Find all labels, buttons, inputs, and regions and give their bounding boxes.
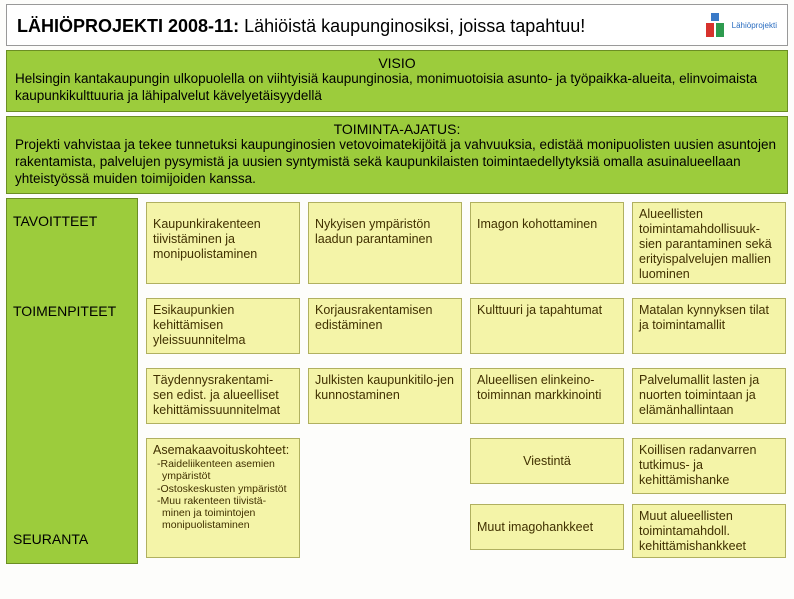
action-c2-r1: Alueellisen elinkeino-toiminnan markkino… xyxy=(470,368,624,424)
action-c1-r1: Julkisten kaupunkitilo-jen kunnostaminen xyxy=(308,368,462,424)
toiminta-body: Projekti vahvistaa ja tekee tunnetuksi k… xyxy=(15,137,779,188)
action-c0-asema: Asemakaavoituskohteet: -Raideliikenteen … xyxy=(146,438,300,558)
goal-cell-0: Kaupunkirakenteen tiivistäminen ja monip… xyxy=(146,202,300,284)
action-c3-r1: Palvelumallit lasten ja nuorten toiminta… xyxy=(632,368,786,424)
visio-title: VISIO xyxy=(15,55,779,71)
action-c2-r0: Kulttuuri ja tapahtumat xyxy=(470,298,624,354)
action-c3-r3: Muut alueellisten toimintamahdoll. kehit… xyxy=(632,504,786,558)
asema-b2: -Muu rakenteen tiivistä- minen ja toimin… xyxy=(157,495,293,531)
page-title: LÄHIÖPROJEKTI 2008-11: Lähiöistä kaupung… xyxy=(17,16,585,37)
action-c1-r0: Korjausrakentamisen edistäminen xyxy=(308,298,462,354)
action-c3-r0: Matalan kynnyksen tilat ja toimintamalli… xyxy=(632,298,786,354)
logo: Lähiöprojekti xyxy=(702,11,777,41)
logo-icon xyxy=(702,11,728,41)
label-seuranta: SEURANTA xyxy=(13,531,88,547)
toiminta-section: TOIMINTA-AJATUS: Projekti vahvistaa ja t… xyxy=(6,116,788,195)
action-c2-r2: Viestintä xyxy=(470,438,624,484)
goal-cell-2: Imagon kohottaminen xyxy=(470,202,624,284)
action-c2-r3: Muut imagohankkeet xyxy=(470,504,624,550)
header-bar: LÄHIÖPROJEKTI 2008-11: Lähiöistä kaupung… xyxy=(6,4,788,46)
asema-b1: -Ostoskeskusten ympäristöt xyxy=(157,483,293,495)
action-c0-r0: Esikaupunkien kehittämisen yleissuunnite… xyxy=(146,298,300,354)
asema-bullets: -Raideliikenteen asemien ympäristöt -Ost… xyxy=(153,458,293,530)
asema-title: Asemakaavoituskohteet: xyxy=(153,443,293,458)
title-rest: Lähiöistä kaupunginosiksi, joissa tapaht… xyxy=(239,16,585,36)
asema-b0: -Raideliikenteen asemien ympäristöt xyxy=(157,458,293,482)
left-column: TAVOITTEET TOIMENPITEET SEURANTA xyxy=(6,198,138,564)
goal-cell-3: Alueellisten toimintamahdollisuuk-sien p… xyxy=(632,202,786,284)
logo-label: Lähiöprojekti xyxy=(732,22,777,30)
action-c0-r1: Täydennysrakentami-sen edist. ja alueell… xyxy=(146,368,300,424)
action-c3-r2: Koillisen radanvarren tutkimus- ja kehit… xyxy=(632,438,786,494)
toiminta-title: TOIMINTA-AJATUS: xyxy=(15,121,779,137)
label-tavoitteet: TAVOITTEET xyxy=(13,213,97,229)
visio-section: VISIO Helsingin kantakaupungin ulkopuole… xyxy=(6,50,788,112)
grid-area: TAVOITTEET TOIMENPITEET SEURANTA Kaupunk… xyxy=(6,198,788,564)
title-bold: LÄHIÖPROJEKTI 2008-11: xyxy=(17,16,239,36)
visio-body: Helsingin kantakaupungin ulkopuolella on… xyxy=(15,71,779,105)
label-toimenpiteet: TOIMENPITEET xyxy=(13,303,116,319)
goal-cell-1: Nykyisen ympäristön laadun parantaminen xyxy=(308,202,462,284)
